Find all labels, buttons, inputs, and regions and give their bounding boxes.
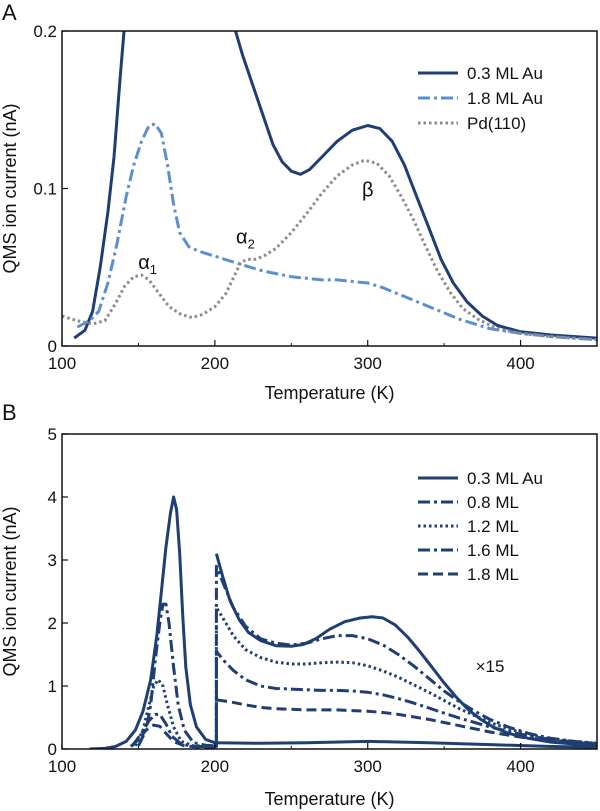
chart-panel-a: 100 200 300 400 0 0.1 0.2 Temperature (K) QMS io…: [0, 22, 598, 403]
pb-xlabel: Temperature (K): [264, 789, 394, 809]
pb-xtick-label-1: 200: [201, 757, 229, 776]
pa-ytick-label-2: 0.2: [33, 22, 57, 41]
pa-annotation-0: α1: [138, 252, 157, 277]
pa-series-0: [73, 31, 597, 340]
pa-annotation-sub-0: 1: [150, 262, 157, 277]
pb-ytick-label-0: 0: [48, 740, 57, 759]
pb-legend-label-0: 0.3 ML Au: [467, 469, 543, 488]
panel-label-a: A: [2, 0, 17, 25]
pa-xtick-label-1: 200: [201, 354, 229, 373]
pb-xtick-label-3: 400: [506, 757, 534, 776]
pb-xtick-label-2: 300: [354, 757, 382, 776]
pa-xtick-label-3: 400: [506, 354, 534, 373]
pa-ylabel: QMS ion current (nA): [0, 103, 20, 273]
pa-legend-label-1: 1.8 ML Au: [467, 89, 543, 108]
pa-series-2: [62, 158, 597, 342]
pa-legend-label-2: Pd(110): [467, 114, 526, 133]
pb-plot-frame: [61, 433, 598, 750]
pb-legend-label-3: 1.6 ML: [467, 541, 519, 560]
pb-xtick-label-0: 100: [48, 757, 76, 776]
pb-series-2: [137, 564, 597, 748]
pb-ylabel: QMS ion current (nA): [0, 506, 20, 676]
pb-series-1: [214, 553, 597, 747]
pb-ytick-label-1: 1: [48, 677, 57, 696]
pa-annotation-1: α2: [236, 227, 255, 252]
pb-series-0: [89, 495, 597, 749]
pb-ytick-label-4: 4: [48, 488, 57, 507]
pa-xtick-label-0: 100: [48, 354, 76, 373]
pb-legend-label-4: 1.8 ML: [467, 565, 519, 584]
pa-annotation-2: β: [362, 179, 374, 201]
pa-series-1: [76, 122, 597, 342]
pb-ytick-label-5: 5: [48, 425, 57, 444]
pa-ytick-label-0: 0: [48, 337, 57, 356]
pa-xlabel: Temperature (K): [264, 383, 394, 403]
pb-series-5: [129, 698, 597, 749]
pa-legend-label-0: 0.3 ML Au: [467, 64, 543, 83]
pa-annotation-sub-1: 2: [248, 237, 255, 252]
pa-xtick-label-2: 300: [354, 354, 382, 373]
pb-legend-label-1: 0.8 ML: [467, 493, 519, 512]
pb-ytick-label-2: 2: [48, 614, 57, 633]
pb-series-4: [131, 649, 597, 748]
pb-ytick-label-3: 3: [48, 551, 57, 570]
panel-label-b: B: [2, 400, 17, 425]
pa-ytick-label-1: 0.1: [33, 180, 57, 199]
chart-panel-b: 100 200 300 400 0 1 2 3 4 5 Temperature (K) QMS ion…: [0, 425, 598, 809]
pb-legend-label-2: 1.2 ML: [467, 517, 519, 536]
pb-annotation-0: ×15: [476, 657, 505, 676]
pb-series-3: [134, 605, 597, 748]
